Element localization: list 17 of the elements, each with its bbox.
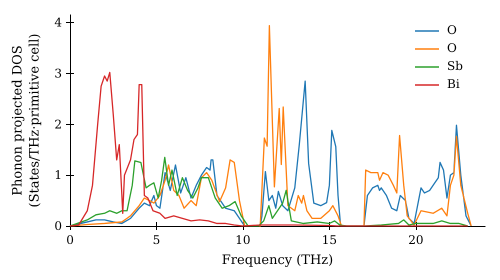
x-tick-label: 10	[235, 233, 251, 247]
x-tick-label: 20	[408, 233, 424, 247]
y-tick-label: 2	[54, 117, 62, 132]
y-axis-title: Phonon projected DOS (States/THz·primitive cell)	[10, 33, 42, 208]
y-tick-label: 4	[54, 16, 62, 30]
legend-label: O	[447, 23, 457, 37]
y-tick-label: 3	[54, 66, 62, 80]
legend-label: O	[447, 41, 457, 55]
x-tick-label: 5	[152, 233, 160, 247]
legend-label: Bi	[447, 77, 460, 91]
x-axis-title: Frequency (THz)	[222, 253, 334, 268]
line-series	[69, 156, 468, 227]
y-tick-label: 0	[54, 219, 62, 233]
legend-label: Sb	[447, 59, 464, 73]
y-tick-label: 1	[54, 168, 62, 182]
x-tick-label: 15	[322, 233, 338, 247]
x-tick-label: 0	[66, 233, 74, 247]
